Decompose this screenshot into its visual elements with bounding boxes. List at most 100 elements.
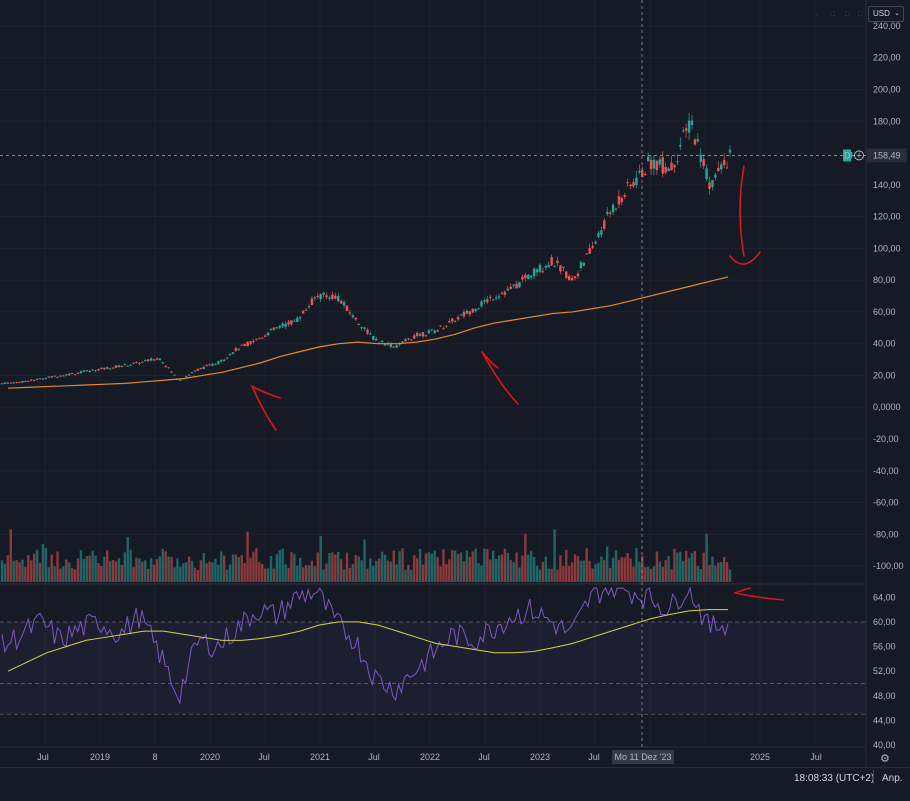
- volume-bar: [483, 548, 486, 582]
- candle: [529, 275, 533, 278]
- volume-bar: [126, 537, 129, 582]
- price-tick-label: 20,00: [873, 370, 896, 380]
- candle: [372, 336, 375, 340]
- candle: [570, 277, 574, 281]
- candle: [544, 265, 548, 268]
- volume-bar: [623, 557, 626, 582]
- candle: [88, 370, 91, 372]
- chart-canvas[interactable]: 240,00220,00200,00180,00160,00140,00120,…: [0, 0, 910, 767]
- volume-bar: [518, 567, 521, 582]
- volume-bar: [413, 555, 416, 582]
- volume-bar: [12, 560, 15, 582]
- volume-bar: [103, 556, 106, 582]
- candle: [44, 378, 48, 380]
- current-price-box: [867, 148, 907, 163]
- volume-bar: [527, 554, 530, 582]
- price-tick-label: 80,00: [873, 275, 896, 285]
- volume-bar: [562, 566, 565, 582]
- candle: [337, 296, 340, 302]
- volume-bar: [263, 568, 267, 582]
- volume-bar: [293, 553, 296, 582]
- volume-bar: [380, 551, 384, 582]
- volume-bar: [497, 555, 501, 582]
- volume-bar: [661, 566, 664, 582]
- candle: [348, 312, 352, 314]
- volume-bar: [407, 564, 410, 582]
- candle: [500, 292, 504, 294]
- candle: [547, 264, 550, 268]
- candle: [410, 339, 413, 341]
- candle: [184, 376, 188, 378]
- candle: [0, 383, 4, 385]
- volume-bar: [243, 563, 246, 582]
- volume-bar: [714, 565, 717, 582]
- candle: [135, 361, 138, 363]
- volume-bar: [155, 559, 159, 582]
- volume-bar: [161, 548, 165, 582]
- currency-select[interactable]: USD ⌄: [868, 6, 904, 22]
- candle: [436, 330, 439, 332]
- candle: [258, 338, 261, 340]
- candle: [725, 167, 729, 169]
- candle: [173, 374, 176, 376]
- adjust-button[interactable]: Anp.: [882, 773, 903, 784]
- candle: [3, 382, 7, 384]
- gear-icon[interactable]: ⚙: [880, 753, 890, 765]
- price-tick-label: -80,00: [873, 529, 899, 539]
- candle: [684, 128, 688, 131]
- volume-bar: [313, 566, 317, 582]
- square-icon[interactable]: □: [830, 9, 835, 18]
- volume-bar: [415, 558, 419, 582]
- candle: [38, 378, 42, 380]
- candle: [562, 266, 565, 268]
- price-tick-label: 240,00: [873, 21, 901, 31]
- candle: [626, 182, 629, 184]
- volume-bar: [690, 553, 694, 582]
- volume-bar: [214, 558, 217, 582]
- candle: [728, 149, 732, 153]
- volume-bar: [187, 556, 191, 582]
- volume-bar: [21, 559, 24, 582]
- volume-bar: [468, 556, 471, 582]
- candle: [141, 361, 144, 363]
- volume-bar: [509, 559, 512, 582]
- volume-bar: [626, 553, 629, 582]
- volume-bar: [576, 556, 580, 582]
- candle: [459, 314, 463, 316]
- grid-lines: [0, 0, 867, 767]
- candle: [524, 274, 527, 279]
- arrow-down-icon[interactable]: ↓: [815, 9, 819, 18]
- candle: [632, 182, 635, 187]
- square-icon[interactable]: □: [858, 9, 863, 18]
- volume-bar: [588, 560, 591, 582]
- volume-bar: [59, 568, 62, 582]
- rsi-ma-line: [7, 609, 728, 672]
- volume-bar: [38, 562, 42, 582]
- candle: [161, 362, 165, 364]
- volume-bar: [120, 564, 124, 582]
- candle: [313, 297, 317, 299]
- rsi-tick-label: 56,00: [873, 642, 896, 652]
- volume-bar: [129, 549, 132, 582]
- volume-bar: [404, 569, 407, 582]
- candle: [225, 357, 229, 359]
- symbol-badge-label: DI: [844, 150, 853, 160]
- volume-bar: [3, 563, 7, 582]
- volume-bar: [453, 550, 457, 582]
- candle: [611, 204, 615, 213]
- candle: [462, 311, 466, 317]
- rsi-indicator: [1, 586, 729, 705]
- candle: [471, 308, 474, 313]
- volume-bar: [9, 529, 12, 582]
- candle: [155, 358, 159, 360]
- volume-bar: [360, 560, 363, 582]
- annotation-arrow: [481, 351, 499, 369]
- square-icon[interactable]: □: [845, 9, 850, 18]
- candle: [255, 338, 258, 340]
- candle: [415, 332, 419, 336]
- candle: [73, 374, 77, 376]
- candle: [503, 291, 507, 295]
- volume-bar: [541, 561, 545, 582]
- volume-bar: [258, 562, 261, 582]
